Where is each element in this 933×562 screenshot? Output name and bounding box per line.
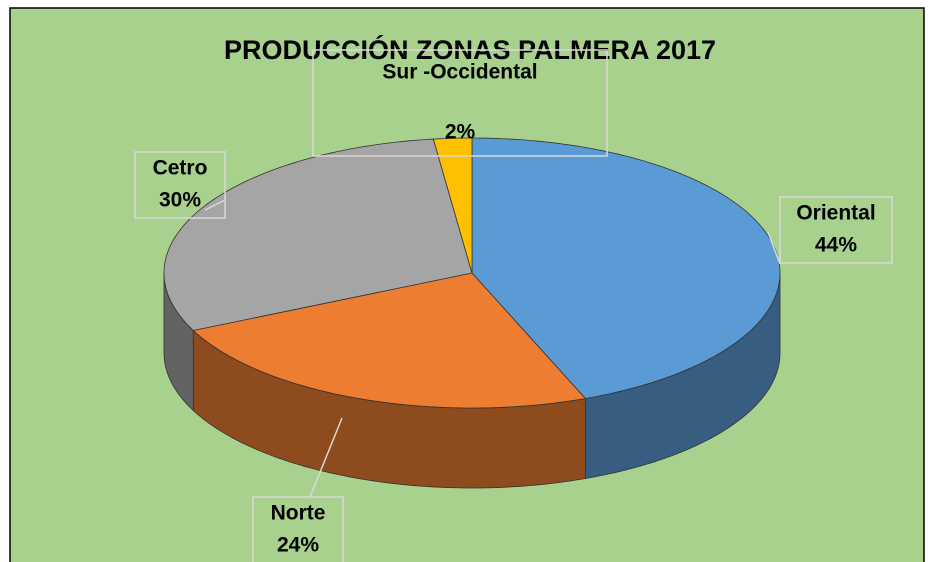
data-label-value: 30% xyxy=(159,189,201,212)
label-box xyxy=(779,196,893,264)
data-label-name: Sur -Occidental xyxy=(382,61,537,84)
slice xyxy=(432,137,473,274)
data-label-name: Norte xyxy=(271,502,326,525)
label-box xyxy=(134,151,226,219)
data-label-value: 44% xyxy=(815,234,857,257)
data-label-name: Cetro xyxy=(153,157,208,180)
leader-line xyxy=(767,231,781,265)
data-label-value: 24% xyxy=(277,534,319,557)
leader-line xyxy=(309,417,343,498)
label-box xyxy=(252,496,344,562)
data-label-name: Oriental xyxy=(796,202,875,225)
slice xyxy=(163,138,473,331)
data-label-value: 2% xyxy=(445,121,476,144)
label-box xyxy=(312,49,608,157)
slice xyxy=(192,272,587,409)
leader-line xyxy=(204,199,226,211)
